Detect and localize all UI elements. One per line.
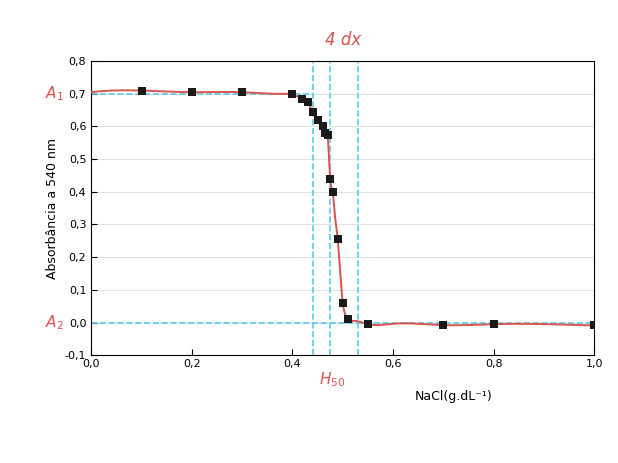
Point: [590, 322, 599, 329]
Point: [343, 316, 353, 323]
Point: [237, 88, 247, 96]
Point: [297, 95, 307, 102]
Point: [328, 188, 337, 195]
Point: [323, 131, 332, 138]
Point: [438, 321, 448, 329]
Point: [308, 108, 318, 115]
Point: [338, 299, 348, 307]
Y-axis label: Absorbância a 540 nm: Absorbância a 540 nm: [46, 138, 59, 279]
Point: [325, 175, 335, 182]
Point: [318, 123, 328, 130]
Point: [489, 320, 499, 328]
Point: [332, 236, 342, 243]
Text: $A_2$: $A_2$: [44, 313, 64, 332]
Point: [187, 88, 197, 96]
Point: [313, 116, 323, 124]
Point: [320, 129, 330, 137]
Point: [137, 87, 146, 94]
Point: [287, 91, 297, 98]
X-axis label: NaCl(g.dL⁻¹): NaCl(g.dL⁻¹): [415, 390, 493, 403]
Point: [303, 98, 313, 106]
Text: 4 dx: 4 dx: [324, 31, 361, 50]
Point: [363, 320, 373, 328]
Text: $H_{50}$: $H_{50}$: [320, 370, 346, 388]
Text: $A_1$: $A_1$: [44, 84, 64, 103]
